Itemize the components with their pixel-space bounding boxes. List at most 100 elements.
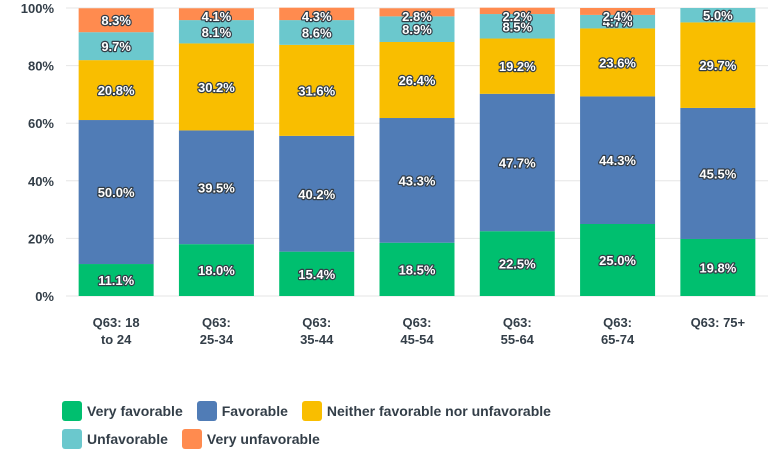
legend-row: Very favorable Favorable Neither favorable…: [62, 398, 722, 426]
legend-item: Very unfavorable: [181, 426, 320, 452]
x-tick-label: 35-44: [300, 332, 334, 347]
data-label: 2.2%: [502, 9, 532, 24]
bar-segment: [580, 28, 656, 97]
x-tick-label: 25-34: [200, 332, 234, 347]
data-label: 20.8%: [98, 83, 135, 98]
data-label: 8.5%: [502, 19, 532, 34]
bars: [78, 7, 756, 296]
x-tick-label: Q63:: [302, 315, 331, 330]
bar-segment: [379, 41, 455, 119]
bar-segment: [479, 231, 555, 296]
data-label: 30.2%: [198, 80, 235, 95]
legend-row: Unfavorable Very unfavorable: [62, 426, 722, 454]
x-tick-label: Q63: 75+: [691, 315, 746, 330]
x-tick-label: to 24: [101, 332, 132, 347]
legend-item: Very favorable: [62, 398, 183, 424]
y-tick-label: 0%: [35, 289, 54, 304]
bar-segment: [379, 16, 455, 42]
bar-segment: [78, 32, 154, 61]
data-label: 4.3%: [302, 9, 332, 24]
y-axis: 0% 20% 40% 60% 80% 100%: [21, 1, 55, 304]
data-label: 29.7%: [699, 58, 736, 73]
bar-segment: [178, 130, 254, 245]
data-label: 8.6%: [302, 25, 332, 40]
legend: Very favorable Favorable Neither favorable…: [62, 398, 722, 454]
data-label: 8.1%: [202, 25, 232, 40]
x-tick-label: Q63:: [403, 315, 432, 330]
data-label: 50.0%: [98, 185, 135, 200]
x-axis: Q63: 18 to 24 Q63: 25-34 Q63: 35-44 Q63: 45-54 Q…: [93, 315, 746, 347]
bar-segment: [580, 8, 656, 15]
data-label: 4.7%: [603, 15, 633, 30]
x-tick-label: Q63:: [603, 315, 632, 330]
bar-segment: [178, 20, 254, 44]
legend-label: Unfavorable: [87, 431, 168, 447]
bar-segment: [479, 14, 555, 39]
bar-segment: [680, 8, 756, 23]
x-tick-label: Q63: 18: [93, 315, 140, 330]
data-label: 22.5%: [499, 257, 536, 272]
legend-swatch: [62, 401, 82, 421]
data-label: 23.6%: [599, 55, 636, 70]
legend-swatch: [181, 429, 202, 449]
bar-segment: [580, 224, 656, 296]
bar-segment: [580, 14, 656, 29]
legend-label: Very unfavorable: [206, 431, 320, 447]
bar-segment: [78, 60, 154, 121]
x-tick-label: Q63:: [503, 315, 532, 330]
legend-label: Favorable: [221, 403, 288, 419]
data-label: 40.2%: [298, 187, 335, 202]
data-label: 9.7%: [101, 39, 131, 54]
bar-segment: [479, 38, 555, 94]
bar-segment: [279, 251, 355, 296]
bar-segment: [379, 118, 455, 243]
y-tick-label: 80%: [28, 59, 54, 74]
data-labels: 11.1% 50.0% 20.8% 9.7% 8.3% 18.0% 39.5% 30.2% 8.…: [97, 7, 738, 289]
data-label: 4.1%: [202, 9, 232, 24]
data-label: 19.8%: [699, 260, 736, 275]
stacked-bar-chart: 0% 20% 40% 60% 80% 100% 11.1% 50.0% 20.8% 9.7% 8.…: [21, 1, 768, 347]
bar-segment: [78, 264, 154, 296]
bar-segment: [379, 8, 455, 17]
y-tick-label: 20%: [28, 231, 54, 246]
data-label: 5.0%: [703, 8, 733, 23]
data-label: 2.8%: [402, 9, 432, 24]
data-label: 18.0%: [198, 263, 235, 278]
bar-segment: [78, 8, 154, 33]
bar-segment: [178, 8, 254, 21]
data-label: 11.1%: [98, 273, 135, 288]
legend-item: Favorable: [196, 398, 288, 424]
bar-segment: [178, 244, 254, 296]
legend-swatch: [301, 401, 322, 421]
data-label: 47.7%: [499, 156, 536, 171]
data-label: 8.3%: [101, 13, 131, 28]
bar-segment: [379, 242, 455, 296]
x-tick-label: 55-64: [501, 332, 535, 347]
x-tick-label: Q63:: [202, 315, 231, 330]
y-tick-label: 40%: [28, 174, 54, 189]
bar-segment: [680, 22, 756, 108]
x-tick-label: 45-54: [400, 332, 434, 347]
legend-item: Unfavorable: [62, 426, 168, 452]
data-label: 2.4%: [603, 9, 633, 24]
data-label: 45.5%: [699, 166, 736, 181]
data-label: 39.5%: [198, 180, 235, 195]
data-label: 19.2%: [499, 59, 536, 74]
bar-segment: [279, 135, 355, 252]
data-label: 44.3%: [599, 153, 636, 168]
bar-segment: [479, 7, 555, 15]
bar-segment: [279, 20, 355, 45]
bar-segment: [78, 120, 154, 265]
legend-label: Very favorable: [87, 403, 183, 419]
legend-item: Neither favorable nor unfavorable: [301, 398, 551, 424]
legend-swatch: [62, 429, 82, 449]
bar-segment: [479, 93, 555, 232]
bar-segment: [680, 238, 756, 296]
legend-label: Neither favorable nor unfavorable: [326, 403, 551, 419]
data-label: 15.4%: [298, 267, 335, 282]
bar-segment: [178, 43, 254, 131]
data-label: 8.9%: [402, 22, 432, 37]
bar-segment: [279, 7, 355, 21]
bar-segment: [279, 44, 355, 136]
data-label: 26.4%: [399, 73, 436, 88]
